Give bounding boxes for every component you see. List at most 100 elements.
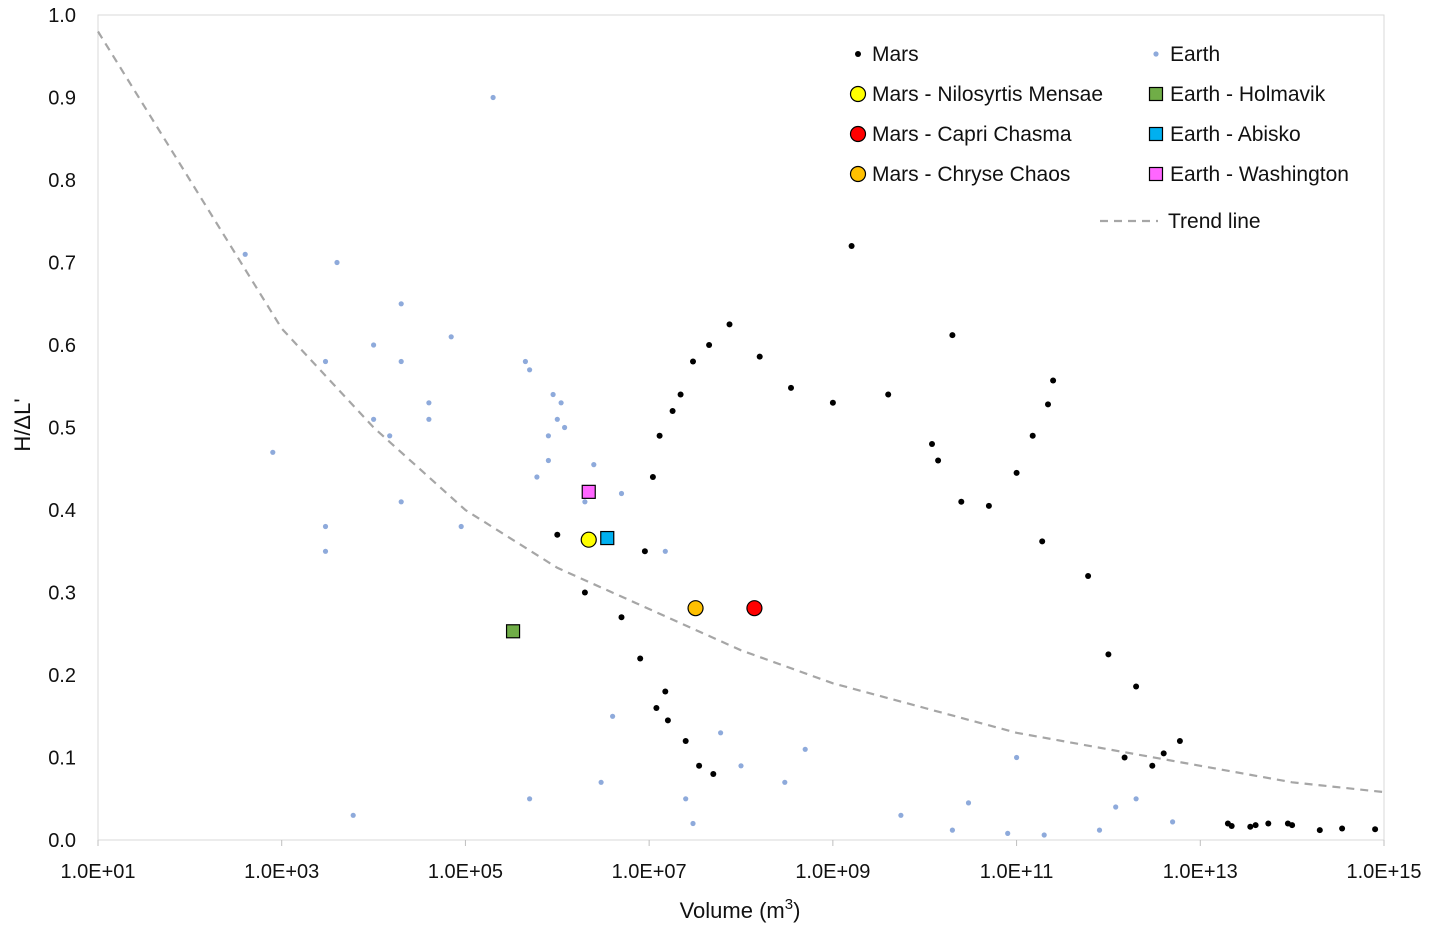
trend-line-layer	[97, 30, 1385, 794]
y-tick-label: 0.8	[48, 170, 76, 192]
mars-point	[1289, 822, 1296, 829]
y-tick-label: 0.1	[48, 748, 76, 770]
x-tick-label: 1.0E+07	[612, 861, 687, 883]
earth-point	[426, 400, 432, 406]
mars-point	[1013, 469, 1020, 476]
x-tick-label: 1.0E+11	[980, 861, 1054, 883]
earth-point	[1005, 830, 1011, 837]
earth-point	[527, 367, 533, 373]
earth-point	[782, 779, 788, 785]
mars-point	[1176, 738, 1183, 744]
earth-washington-marker	[581, 484, 596, 499]
mars-point	[1085, 573, 1092, 579]
earth-point	[458, 523, 464, 530]
mars-point	[1372, 826, 1379, 833]
mars-point	[641, 548, 648, 555]
mars-point	[656, 432, 663, 439]
earth-point	[350, 812, 356, 818]
earth-point	[558, 400, 564, 406]
x-axis-title-superscript: 3	[785, 896, 793, 913]
mars-point	[756, 353, 763, 360]
mars-point	[1265, 820, 1272, 827]
mars-point	[1039, 538, 1046, 545]
legend-marker-mars-chryse-chaos	[849, 165, 867, 183]
mars-point	[1149, 762, 1156, 769]
mars-point	[618, 614, 625, 621]
legend-label-earth: Earth	[1170, 43, 1220, 66]
earth-point	[398, 301, 404, 307]
y-tick-label: 0.5	[48, 418, 76, 440]
mars-point	[1121, 754, 1128, 761]
earth-point	[322, 358, 329, 365]
axes: 1.0E+01 1.0E+03 1.0E+05 1.0E+07 1.0E+09 1.0E+…	[48, 5, 1421, 883]
earth-point	[718, 730, 724, 736]
earth-point	[371, 416, 377, 422]
earth-point	[398, 358, 404, 365]
mars-point	[958, 498, 965, 505]
mars-point	[669, 408, 676, 414]
highlighted-points-layer	[505, 484, 763, 639]
mars-point	[637, 655, 644, 662]
mars-chryse-chaos-marker	[687, 600, 704, 617]
earth-point	[554, 416, 560, 422]
mars-point	[885, 391, 892, 398]
earth-point	[690, 820, 696, 827]
legend-label-earth-washington: Earth - Washington	[1170, 163, 1349, 186]
y-tick-label: 0.6	[48, 335, 76, 357]
mars-point	[662, 688, 669, 695]
mars-point	[1247, 823, 1254, 830]
plot-border	[97, 14, 1385, 841]
x-tick-label: 1.0E+03	[244, 861, 319, 883]
earth-point	[610, 713, 616, 719]
y-tick-label: 0.7	[48, 253, 76, 275]
legend-marker-earth-holmavik	[1148, 86, 1164, 102]
earth-point	[490, 94, 496, 101]
mars-point	[677, 391, 684, 398]
x-tick-label: 1.0E+01	[60, 861, 135, 883]
mars-capri-chasma-marker	[746, 600, 763, 617]
earth-point	[618, 490, 625, 497]
mars-point	[788, 384, 794, 391]
mars-point	[554, 531, 561, 538]
plot-area	[97, 14, 1385, 841]
mars-point	[848, 243, 855, 249]
mars-point	[1160, 750, 1167, 757]
mars-point	[649, 474, 656, 480]
legend-marker-earth	[1153, 51, 1159, 57]
earth-point	[545, 433, 552, 439]
mars-point	[1316, 827, 1323, 834]
legend-marker-earth-washington	[1148, 166, 1164, 182]
legend-label-mars-capri-chasma: Mars - Capri Chasma	[872, 123, 1072, 146]
earth-point	[270, 449, 276, 455]
earth-holmavik-marker	[505, 624, 521, 639]
legend-label-trend-line: Trend line	[1168, 210, 1261, 233]
earth-point	[1014, 754, 1020, 761]
x-tick-label: 1.0E+15	[1346, 861, 1421, 883]
earth-point	[426, 416, 432, 422]
legend-label-mars: Mars	[872, 43, 919, 66]
earth-point	[1041, 832, 1047, 838]
earth-point	[1133, 796, 1139, 802]
mars-point	[1029, 432, 1036, 439]
earth-point	[683, 796, 689, 802]
mars-point	[1133, 683, 1140, 690]
mars-point	[682, 738, 689, 744]
earth-point	[550, 391, 556, 398]
legend-marker-mars	[855, 51, 861, 57]
mars-series-layer	[554, 243, 1379, 834]
earth-point	[522, 358, 529, 365]
mars-point	[1339, 825, 1346, 832]
mars-point	[690, 358, 696, 365]
earth-point	[949, 827, 956, 833]
x-tick-label: 1.0E+09	[795, 861, 870, 883]
mars-point	[581, 589, 588, 596]
earth-point	[322, 523, 329, 530]
y-tick-label: 1.0	[48, 5, 76, 27]
mars-point	[935, 457, 942, 464]
x-axis-title: Volume (m3)	[680, 896, 801, 923]
legend-label-earth-holmavik: Earth - Holmavik	[1170, 83, 1326, 106]
y-tick-label: 0.9	[48, 88, 76, 110]
mars-point	[1228, 823, 1235, 829]
